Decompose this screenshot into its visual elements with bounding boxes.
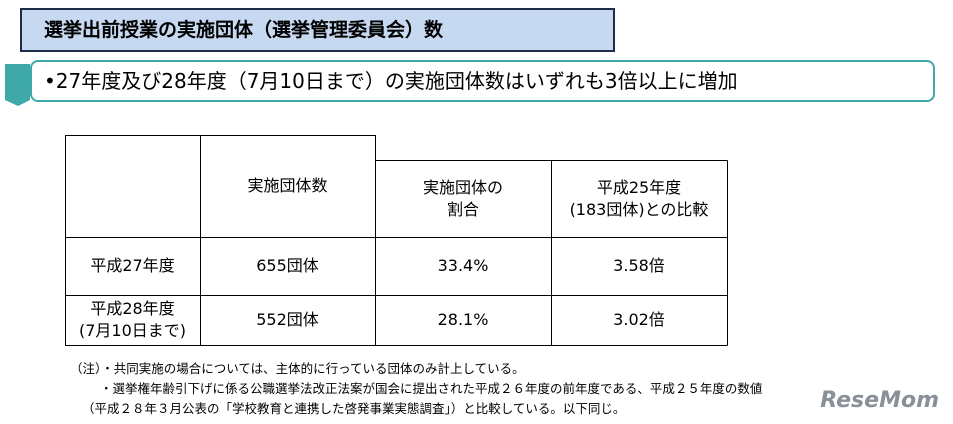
table-cell: 552団体 (256, 310, 319, 329)
note: （平成２８年３月公表の「学校教育と連携した啓発事業実態調査」）と比較している。以… (82, 401, 626, 416)
table-cell: 655団体 (256, 256, 319, 275)
table-cell: 実施団体数 (247, 176, 328, 195)
table-cell: 実施団体の 割合 (422, 177, 503, 219)
table-cell: 28.1% (437, 310, 489, 329)
table-cell: 3.58倍 (613, 256, 665, 275)
table-cell: 平成25年度 (183団体)との比較 (569, 177, 709, 219)
table-grid (65, 135, 728, 346)
title: 選挙出前授業の実施団体（選挙管理委員会）数 (20, 8, 615, 52)
table-cell: 3.02倍 (613, 310, 665, 329)
table-cell: 33.4% (437, 256, 489, 275)
watermark: ReseMom (820, 388, 939, 413)
summary: •27年度及び28年度（7月10日まで）の実施団体数はいずれも3倍以上に増加 (30, 60, 935, 102)
table-cell: 平成28年度 (7月10日まで) (78, 299, 187, 340)
arrow-icon (5, 64, 30, 106)
table-cell: 平成27年度 (90, 256, 175, 275)
note: （注）・共同実施の場合については、主体的に行っている団体のみ計上している。 (70, 361, 525, 376)
note: ・選挙権年齢引下げに係る公職選挙法改正法案が国会に提出された平成２６年度の前年度… (100, 381, 763, 396)
